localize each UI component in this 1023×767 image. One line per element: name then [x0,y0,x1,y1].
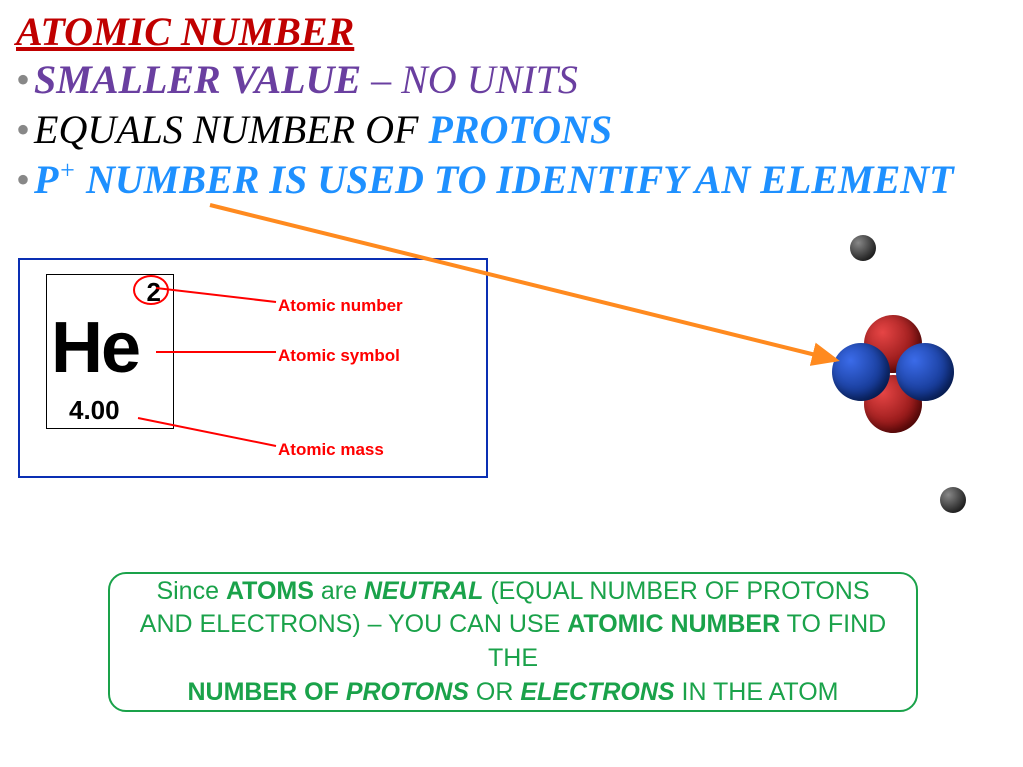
ft-p4: NEUTRAL [364,577,483,605]
bullet-3a: P [34,157,58,202]
bullet-1b: – NO UNITS [361,57,578,102]
bullet-2a: EQUALS NUMBER OF [34,107,428,152]
atom-model [770,235,990,515]
ft-p6: ATOMIC NUMBER [567,610,780,638]
ft-p12: IN THE ATOM [675,678,839,706]
footer-text: Since ATOMS are NEUTRAL (EQUAL NUMBER OF… [138,575,888,710]
page-title: ATOMIC NUMBER [16,8,354,55]
proton [832,343,890,401]
bullet-1a: SMALLER VALUE [34,57,361,102]
label-atomic-mass: Atomic mass [278,440,384,460]
electron [850,235,876,261]
bullet-2b: PROTONS [428,107,612,152]
periodic-box: 2 He 4.00 Atomic number Atomic symbol At… [18,258,488,478]
bullet-3: •P+ NUMBER IS USED TO IDENTIFY AN ELEMEN… [16,158,954,202]
bullet-dot: • [16,57,30,102]
ft-p2: ATOMS [226,577,314,605]
bullet-3b: NUMBER IS USED TO IDENTIFY AN ELEMENT [76,157,954,202]
ft-p10: OR [469,678,520,706]
ft-p11: ELECTRONS [520,678,674,706]
bullet-2: •EQUALS NUMBER OF PROTONS [16,108,612,152]
proton [896,343,954,401]
footer-box: Since ATOMS are NEUTRAL (EQUAL NUMBER OF… [108,572,918,712]
element-tile: 2 He 4.00 [46,274,174,429]
bullet-3-sup: + [58,156,76,185]
ft-p8: NUMBER OF [187,678,345,706]
label-atomic-number: Atomic number [278,296,403,316]
bullet-1: •SMALLER VALUE – NO UNITS [16,58,578,102]
bullet-dot: • [16,157,30,202]
ft-p1: Since [156,577,225,605]
bullet-dot: • [16,107,30,152]
element-mass: 4.00 [69,395,120,426]
atomic-number-circle [133,275,169,305]
ft-p3: are [314,577,364,605]
label-atomic-symbol: Atomic symbol [278,346,400,366]
ft-p9: PROTONS [346,678,469,706]
electron [940,487,966,513]
title-text: ATOMIC NUMBER [16,9,354,54]
element-symbol: He [51,307,139,389]
